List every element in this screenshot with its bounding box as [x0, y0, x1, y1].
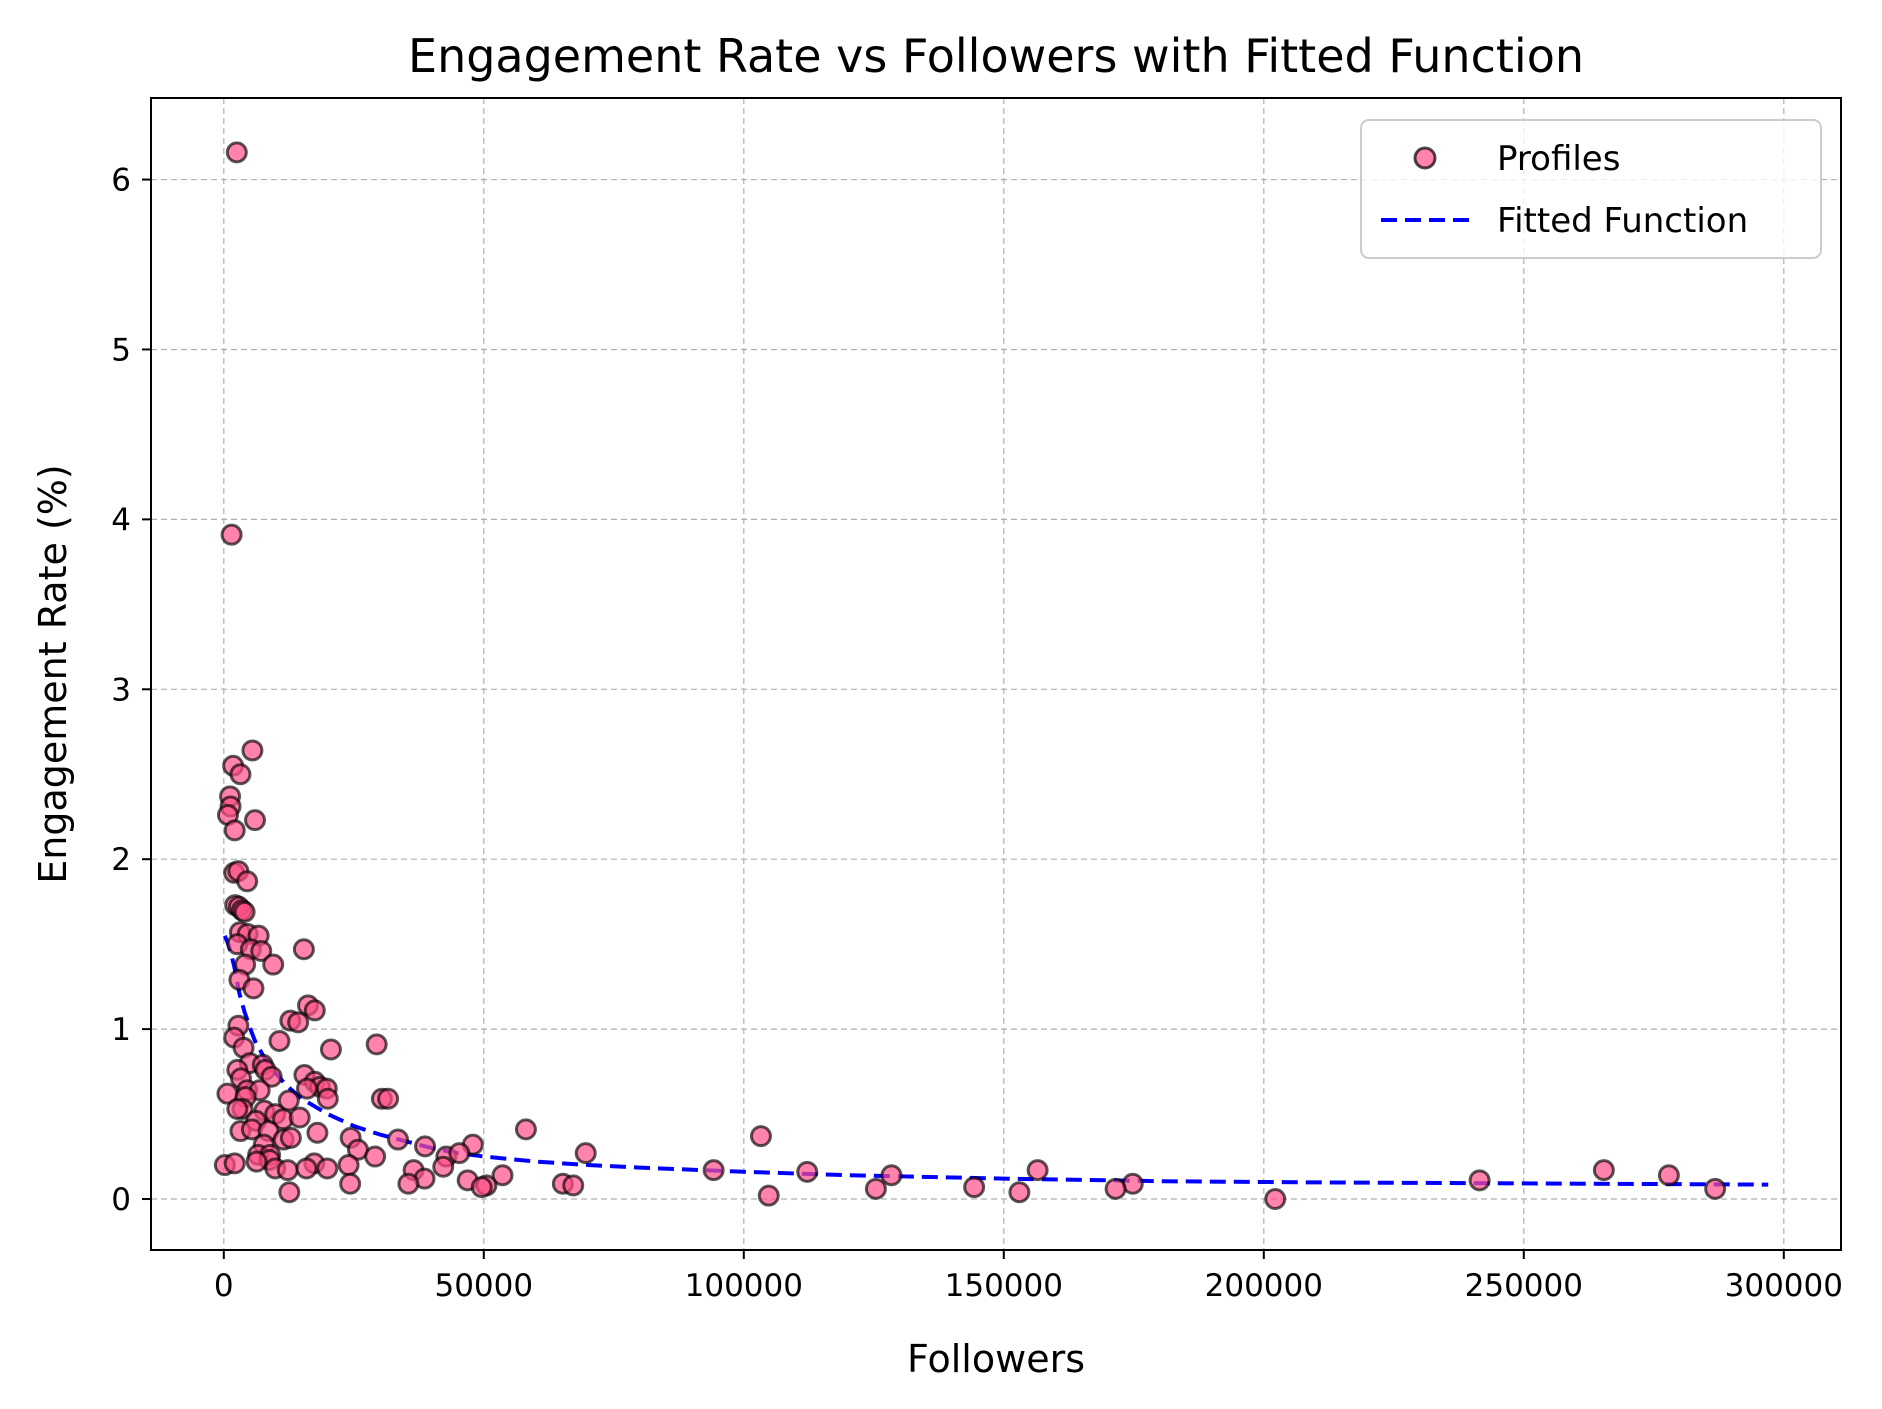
- scatter-point: [226, 1097, 249, 1120]
- scatter-point: [229, 763, 252, 786]
- scatter-point: [241, 739, 264, 762]
- scatter-point: [306, 1121, 329, 1144]
- chart-title: Engagement Rate vs Followers with Fitted…: [408, 29, 1584, 83]
- scatter-point: [316, 1157, 339, 1180]
- scatter-point: [236, 870, 259, 893]
- legend-box: [1360, 119, 1822, 259]
- scatter-point: [262, 953, 285, 976]
- scatter-point: [233, 900, 256, 923]
- legend-label-fitted-function: Fitted Function: [1497, 201, 1748, 241]
- scatter-point: [295, 1157, 318, 1180]
- scatter-point: [223, 819, 246, 842]
- scatter-points: [213, 141, 1727, 1211]
- scatter-point: [880, 1164, 903, 1187]
- scatter-point: [414, 1135, 437, 1158]
- scatter-point: [377, 1087, 400, 1110]
- x-tick-label: 150000: [945, 1268, 1063, 1304]
- x-axis-ticks: 0 50000 100000 150000 200000 250000 300000: [214, 1250, 1843, 1304]
- scatter-point: [1468, 1169, 1491, 1192]
- scatter-point: [296, 1077, 318, 1100]
- plot-frame: [150, 97, 1842, 1251]
- y-tick-label: 5: [111, 332, 131, 368]
- scatter-point: [245, 1150, 268, 1173]
- legend: Profiles Fitted Function: [1360, 119, 1822, 259]
- scatter-point: [268, 1030, 291, 1053]
- scatter-point: [337, 1154, 360, 1177]
- scatter-point: [303, 999, 326, 1022]
- scatter-point: [963, 1176, 986, 1199]
- scatter-point: [339, 1172, 362, 1195]
- x-axis-title: Followers: [907, 1337, 1085, 1381]
- scatter-point: [364, 1145, 387, 1168]
- scatter-point: [1264, 1188, 1287, 1211]
- y-tick-label: 3: [111, 672, 131, 708]
- x-tick-label: 100000: [685, 1268, 803, 1304]
- scatter-point: [796, 1160, 819, 1183]
- scatter-point: [260, 1065, 283, 1088]
- scatter-point: [514, 1118, 537, 1141]
- scatter-point: [225, 141, 248, 164]
- scatter-point: [562, 1174, 585, 1197]
- legend-marker-profiles: [1413, 146, 1437, 170]
- scatter-point: [757, 1184, 780, 1207]
- scatter-point: [574, 1142, 597, 1165]
- scatter-point: [278, 1181, 301, 1204]
- scatter-point: [292, 938, 315, 961]
- scatter-point: [276, 1159, 299, 1182]
- scatter-point: [319, 1038, 342, 1061]
- scatter-point: [1008, 1181, 1031, 1204]
- scatter-point: [470, 1176, 493, 1199]
- y-axis-ticks: 0 1 2 3 4 5 6: [111, 163, 151, 1218]
- legend-label-profiles: Profiles: [1497, 139, 1620, 179]
- scatter-point: [1026, 1159, 1049, 1182]
- scatter-point: [387, 1128, 409, 1151]
- scatter-point: [242, 977, 265, 1000]
- scatter-point: [397, 1172, 420, 1195]
- scatter-point: [491, 1164, 514, 1187]
- scatter-point: [316, 1087, 339, 1110]
- scatter-point: [223, 1152, 246, 1175]
- y-axis-title: Engagement Rate (%): [31, 464, 75, 883]
- x-tick-label: 300000: [1725, 1268, 1843, 1304]
- scatter-point: [749, 1125, 772, 1148]
- scatter-point: [250, 939, 273, 962]
- scatter-point: [365, 1033, 388, 1056]
- scatter-point: [288, 1106, 311, 1129]
- grid: [151, 98, 1841, 1250]
- x-tick-label: 250000: [1465, 1268, 1583, 1304]
- scatter-point: [432, 1155, 455, 1178]
- scatter-point: [287, 1011, 310, 1034]
- scatter-point: [448, 1142, 471, 1165]
- x-tick-label: 50000: [434, 1268, 533, 1304]
- x-tick-label: 0: [214, 1268, 234, 1304]
- scatter-point: [864, 1177, 887, 1200]
- scatter-point: [1657, 1164, 1680, 1187]
- scatter-point: [244, 809, 266, 832]
- scatter-point: [279, 1126, 302, 1149]
- y-tick-label: 6: [111, 163, 131, 199]
- scatter-point: [702, 1159, 725, 1182]
- y-tick-label: 0: [111, 1182, 131, 1218]
- scatter-point: [1592, 1159, 1615, 1182]
- scatter-point: [1104, 1177, 1127, 1200]
- y-tick-label: 2: [111, 842, 131, 878]
- scatter-point: [220, 523, 243, 546]
- x-tick-label: 200000: [1205, 1268, 1323, 1304]
- scatter-point: [1704, 1177, 1727, 1200]
- y-tick-label: 1: [111, 1012, 131, 1048]
- y-tick-label: 4: [111, 502, 131, 538]
